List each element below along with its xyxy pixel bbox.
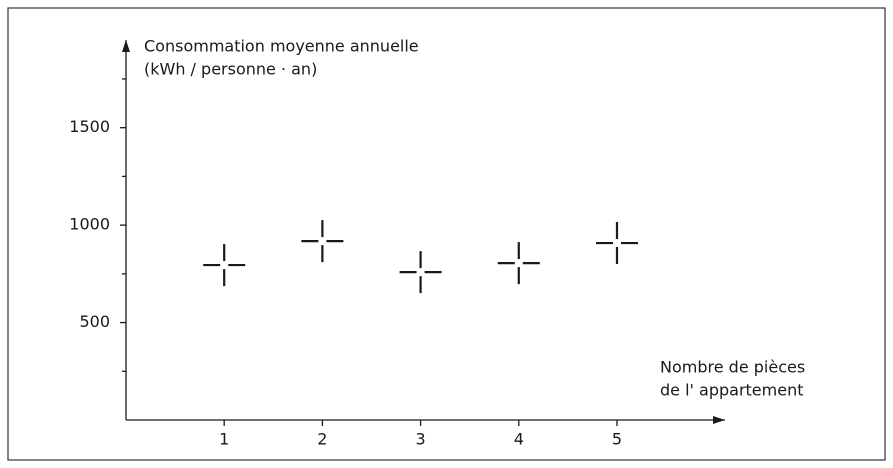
x-axis-label: Nombre de pièces <box>660 358 805 377</box>
cross-marker <box>301 220 344 263</box>
y-axis-label: Consommation moyenne annuelle <box>144 37 419 56</box>
x-tick-label: 5 <box>612 430 622 449</box>
y-tick-label: 500 <box>79 312 110 331</box>
cross-marker <box>399 251 442 294</box>
cross-marker <box>203 244 246 287</box>
y-axis-label: (kWh / personne · an) <box>144 60 317 79</box>
y-tick-label: 1000 <box>69 215 110 234</box>
y-axis-arrow <box>122 40 130 52</box>
x-tick-label: 1 <box>219 430 229 449</box>
x-tick-label: 2 <box>317 430 327 449</box>
cross-marker <box>595 222 638 265</box>
x-tick-label: 3 <box>415 430 425 449</box>
frame <box>7 7 886 461</box>
y-tick-label: 1500 <box>69 117 110 136</box>
x-axis-label: de l' appartement <box>660 381 803 400</box>
x-tick-label: 4 <box>514 430 524 449</box>
cross-marker <box>497 242 540 285</box>
x-axis-arrow <box>713 416 725 424</box>
